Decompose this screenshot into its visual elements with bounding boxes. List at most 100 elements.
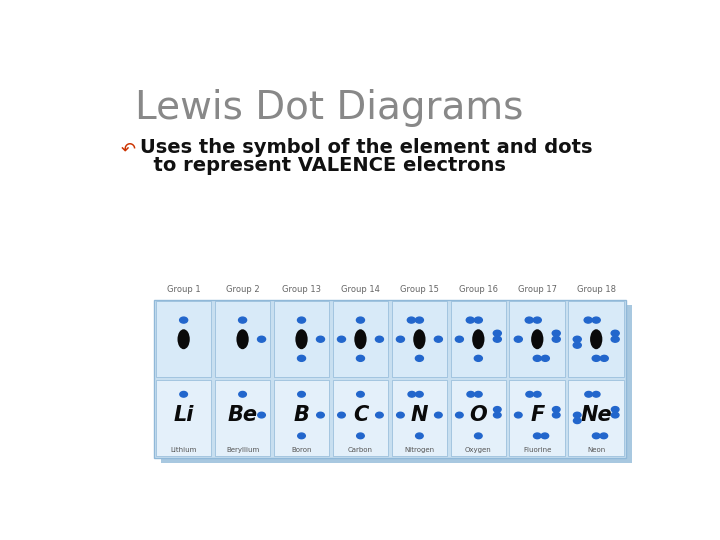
Circle shape bbox=[474, 355, 482, 361]
Ellipse shape bbox=[590, 329, 603, 349]
Circle shape bbox=[552, 330, 560, 336]
Circle shape bbox=[397, 336, 405, 342]
Circle shape bbox=[467, 317, 474, 323]
Circle shape bbox=[408, 317, 415, 323]
Circle shape bbox=[592, 355, 600, 361]
Text: C: C bbox=[353, 405, 368, 425]
Text: Group 1: Group 1 bbox=[167, 285, 200, 294]
Circle shape bbox=[338, 336, 346, 342]
Circle shape bbox=[239, 392, 246, 397]
Circle shape bbox=[375, 336, 384, 342]
Circle shape bbox=[415, 433, 423, 438]
Circle shape bbox=[408, 392, 415, 397]
Circle shape bbox=[611, 336, 619, 342]
Circle shape bbox=[552, 336, 560, 342]
Circle shape bbox=[552, 407, 560, 412]
FancyBboxPatch shape bbox=[568, 301, 624, 377]
Circle shape bbox=[573, 336, 581, 342]
Text: Boron: Boron bbox=[292, 447, 312, 453]
Circle shape bbox=[600, 355, 608, 361]
Circle shape bbox=[493, 407, 501, 412]
FancyBboxPatch shape bbox=[510, 380, 565, 456]
Circle shape bbox=[376, 412, 383, 418]
Circle shape bbox=[493, 412, 501, 418]
FancyBboxPatch shape bbox=[333, 380, 388, 456]
Ellipse shape bbox=[413, 329, 426, 349]
Text: O: O bbox=[469, 405, 487, 425]
FancyBboxPatch shape bbox=[161, 305, 632, 463]
Circle shape bbox=[415, 317, 423, 323]
Circle shape bbox=[317, 412, 324, 418]
Circle shape bbox=[298, 392, 305, 397]
Circle shape bbox=[356, 355, 364, 361]
FancyBboxPatch shape bbox=[568, 380, 624, 456]
Circle shape bbox=[474, 317, 482, 323]
Circle shape bbox=[317, 336, 325, 342]
Circle shape bbox=[493, 330, 501, 336]
Text: Group 14: Group 14 bbox=[341, 285, 380, 294]
FancyBboxPatch shape bbox=[451, 301, 506, 377]
Circle shape bbox=[593, 433, 600, 438]
Text: Group 13: Group 13 bbox=[282, 285, 321, 294]
Circle shape bbox=[338, 412, 346, 418]
Text: Carbon: Carbon bbox=[348, 447, 373, 453]
Text: Ne: Ne bbox=[580, 405, 612, 425]
FancyBboxPatch shape bbox=[451, 380, 506, 456]
FancyBboxPatch shape bbox=[215, 380, 271, 456]
Text: Li: Li bbox=[174, 405, 194, 425]
FancyBboxPatch shape bbox=[81, 58, 657, 487]
Circle shape bbox=[356, 433, 364, 438]
Circle shape bbox=[455, 336, 464, 342]
Text: ↶: ↶ bbox=[121, 141, 136, 159]
Circle shape bbox=[600, 433, 608, 438]
Circle shape bbox=[258, 336, 266, 342]
Circle shape bbox=[526, 392, 534, 397]
Text: Fluorine: Fluorine bbox=[523, 447, 552, 453]
FancyBboxPatch shape bbox=[392, 301, 447, 377]
Circle shape bbox=[415, 392, 423, 397]
Circle shape bbox=[474, 392, 482, 397]
Circle shape bbox=[534, 317, 541, 323]
Circle shape bbox=[573, 412, 581, 418]
Circle shape bbox=[525, 317, 534, 323]
Text: Nitrogen: Nitrogen bbox=[405, 447, 434, 453]
FancyBboxPatch shape bbox=[156, 380, 212, 456]
FancyBboxPatch shape bbox=[215, 301, 271, 377]
Circle shape bbox=[611, 407, 619, 412]
Circle shape bbox=[474, 433, 482, 438]
Circle shape bbox=[415, 355, 423, 361]
FancyBboxPatch shape bbox=[156, 301, 212, 377]
Circle shape bbox=[467, 392, 474, 397]
Circle shape bbox=[297, 355, 305, 361]
Circle shape bbox=[593, 392, 600, 397]
Text: Beryllium: Beryllium bbox=[226, 447, 259, 453]
Text: Lewis Dot Diagrams: Lewis Dot Diagrams bbox=[135, 90, 523, 127]
Circle shape bbox=[238, 317, 246, 323]
Ellipse shape bbox=[295, 329, 307, 349]
FancyBboxPatch shape bbox=[274, 301, 329, 377]
Circle shape bbox=[541, 355, 549, 361]
Text: Group 16: Group 16 bbox=[459, 285, 498, 294]
Circle shape bbox=[435, 412, 442, 418]
Circle shape bbox=[584, 317, 592, 323]
Text: Lithium: Lithium bbox=[171, 447, 197, 453]
Text: Be: Be bbox=[228, 405, 258, 425]
Circle shape bbox=[534, 392, 541, 397]
Text: N: N bbox=[410, 405, 428, 425]
Ellipse shape bbox=[236, 329, 248, 349]
Text: Neon: Neon bbox=[587, 447, 606, 453]
Text: Uses the symbol of the element and dots: Uses the symbol of the element and dots bbox=[140, 138, 593, 158]
Circle shape bbox=[356, 392, 364, 397]
Circle shape bbox=[258, 412, 266, 418]
Circle shape bbox=[456, 412, 463, 418]
Circle shape bbox=[592, 317, 600, 323]
Circle shape bbox=[397, 412, 404, 418]
Circle shape bbox=[541, 433, 549, 438]
Circle shape bbox=[534, 355, 541, 361]
Circle shape bbox=[515, 412, 522, 418]
Circle shape bbox=[514, 336, 522, 342]
Circle shape bbox=[573, 418, 581, 423]
Text: to represent VALENCE electrons: to represent VALENCE electrons bbox=[140, 156, 506, 175]
Circle shape bbox=[552, 412, 560, 418]
Text: B: B bbox=[294, 405, 310, 425]
